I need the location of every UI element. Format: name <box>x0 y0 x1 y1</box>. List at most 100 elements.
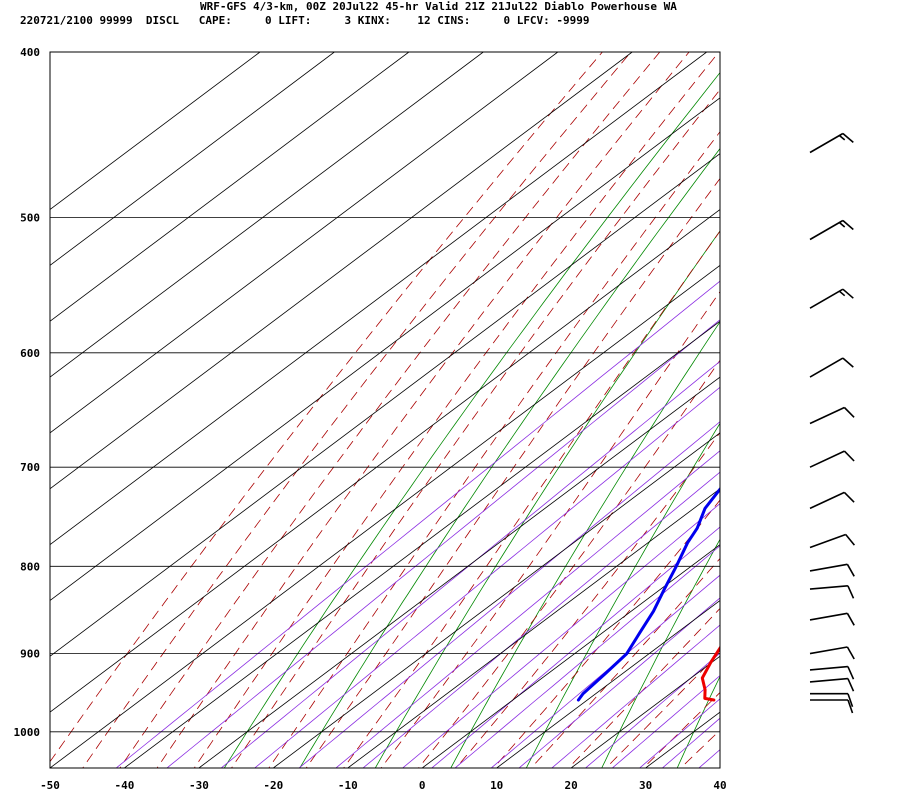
sounding-trace-0 <box>700 645 720 702</box>
chart-header-line-2: 220721/2100 99999 DISCL CAPE: 0 LIFT: 3 … <box>20 14 590 27</box>
dry-adiabat-line <box>826 14 900 775</box>
wind-barb <box>809 357 854 378</box>
isotherm-line <box>50 52 707 546</box>
mixing-ratio-line <box>254 386 720 768</box>
wind-barb-feather <box>843 450 855 462</box>
x-tick-label: 10 <box>490 779 503 792</box>
isotherm-line <box>273 432 720 768</box>
moist-adiabat-line <box>193 52 720 768</box>
sounding-trace-1 <box>576 486 720 702</box>
x-tick-label: -30 <box>189 779 209 792</box>
y-tick-label: 700 <box>20 461 40 474</box>
mixing-ratio-line <box>661 717 720 768</box>
isotherm-line <box>50 264 720 768</box>
wind-barb-feather <box>838 221 846 228</box>
wind-barb <box>809 646 855 660</box>
wind-barb-feather <box>847 666 855 680</box>
wind-barb-feather <box>843 406 855 418</box>
x-tick-label: -40 <box>114 779 134 792</box>
wind-barb <box>809 665 855 680</box>
mixing-ratio-line <box>115 280 720 768</box>
moist-adiabat-line <box>455 431 720 768</box>
moist-adiabat-line <box>343 230 720 768</box>
wind-barb-feather <box>847 693 854 707</box>
y-tick-label: 1000 <box>14 726 41 739</box>
wind-barb-feather <box>845 533 856 546</box>
dry-adiabat-line <box>750 14 900 775</box>
wind-barb-feather <box>847 585 855 599</box>
wind-barb <box>810 692 854 707</box>
wind-barb-shaft <box>809 646 848 655</box>
mixing-ratio-line <box>584 652 720 768</box>
tick-labels: 400 500 600 700 800 900 1000 -50 -40 -30 -20 -10 0 10… <box>14 46 727 792</box>
mixing-ratio-line <box>335 450 720 768</box>
x-tick-label: 30 <box>639 779 652 792</box>
isotherm-line <box>50 209 720 713</box>
moist-adiabat-line <box>785 14 900 775</box>
moist-adiabat-line <box>50 52 603 763</box>
dry-adiabat-line <box>676 675 720 768</box>
dry-adiabat-line <box>299 147 720 768</box>
dry-adiabat-line <box>223 71 720 768</box>
mixing-ratio-line <box>431 526 720 768</box>
moist-adiabat-line <box>748 14 900 775</box>
mixing-ratio-line <box>298 421 720 768</box>
wind-barb <box>809 677 855 692</box>
dry-adiabat-line <box>525 422 720 768</box>
chart-header-line-1: WRF-GFS 4/3-km, 00Z 20Jul22 45-hr Valid … <box>200 0 677 13</box>
wind-barb <box>809 219 854 241</box>
dry-adiabat-line <box>450 321 720 768</box>
wind-barb-feather <box>842 132 854 144</box>
moist-adiabat-line <box>305 177 720 768</box>
x-tick-label: -50 <box>40 779 60 792</box>
dry-adiabat-line <box>374 230 720 768</box>
x-tick-label: -10 <box>338 779 358 792</box>
isotherm-line <box>198 376 720 768</box>
wind-barb-shaft <box>809 288 844 309</box>
isotherm-line <box>50 52 633 490</box>
wind-barb-shaft <box>809 585 848 590</box>
wind-barb-feather <box>846 646 855 660</box>
x-tick-label: -20 <box>263 779 283 792</box>
wind-barb-shaft <box>809 491 845 510</box>
moist-adiabat-line <box>380 291 720 768</box>
wind-barb <box>809 612 855 626</box>
moist-adiabat-line <box>680 729 720 768</box>
mixing-ratio-line <box>611 675 720 768</box>
mixing-ratio-line <box>551 624 720 768</box>
mixing-ratio-line <box>402 503 720 768</box>
isotherm-line <box>50 52 484 378</box>
wind-barb <box>809 132 854 154</box>
y-tick-label: 600 <box>20 347 40 360</box>
plot-frame <box>49 51 721 769</box>
x-tick-label: 0 <box>419 779 426 792</box>
wind-barb <box>809 491 855 510</box>
wind-barb-feather <box>842 219 854 231</box>
wind-barb <box>809 288 854 309</box>
x-tick-label: 40 <box>713 779 726 792</box>
moist-adiabat-line <box>605 651 720 768</box>
y-tick-label: 500 <box>20 212 40 225</box>
moist-adiabat-line <box>268 131 720 768</box>
mixing-ratio-line <box>518 597 720 768</box>
wind-barb-feather <box>843 491 855 503</box>
wind-barb-feather <box>842 357 854 368</box>
wind-barb-feather <box>838 290 846 297</box>
isotherm-line <box>347 488 720 768</box>
mixing-ratio-line <box>362 471 720 768</box>
moist-adiabat-line <box>492 499 720 768</box>
isotherm-line <box>124 320 720 768</box>
wind-barb-shaft <box>809 450 845 468</box>
wind-barb-shaft <box>809 357 844 378</box>
wind-barb <box>809 406 855 425</box>
mixing-ratio-line <box>166 319 720 768</box>
moist-adiabat-line <box>530 557 720 768</box>
wind-barb-shaft <box>809 665 848 671</box>
wind-barb <box>809 533 856 549</box>
isotherm-line <box>50 52 335 266</box>
moist-adiabat-line <box>567 607 720 768</box>
moist-adiabat-line <box>417 359 720 768</box>
isotherm-line <box>50 97 720 601</box>
wind-barb-shaft <box>809 563 848 572</box>
